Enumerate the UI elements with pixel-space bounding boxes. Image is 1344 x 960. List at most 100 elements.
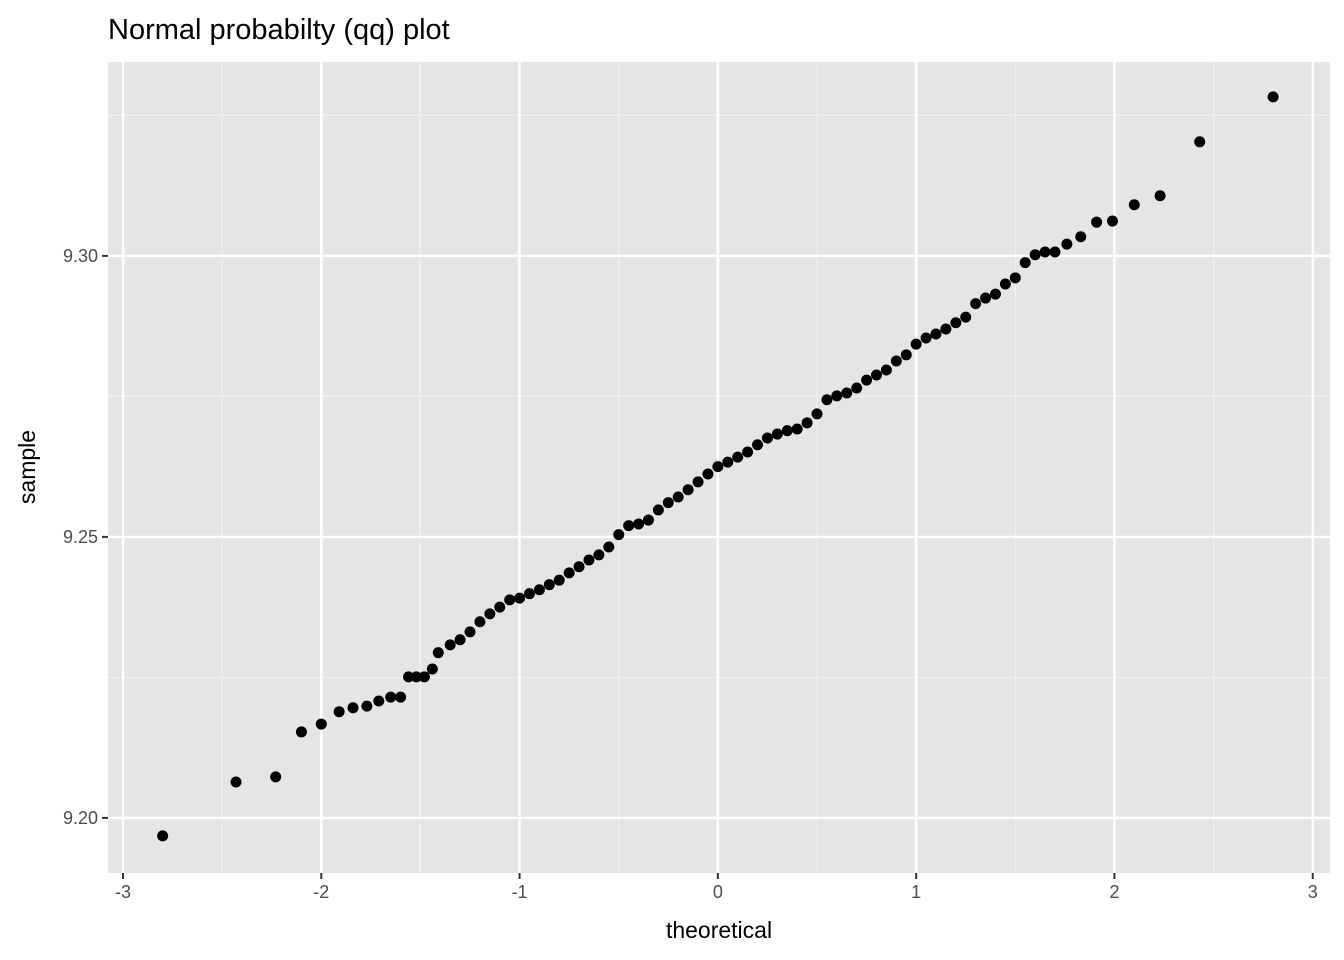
point [573, 561, 585, 573]
point [361, 700, 373, 712]
point [861, 374, 873, 386]
point [157, 830, 169, 842]
point [533, 584, 545, 596]
point [1061, 238, 1073, 250]
point [1267, 91, 1279, 103]
point [454, 634, 466, 646]
point [464, 626, 476, 638]
point [910, 338, 922, 350]
point [230, 776, 242, 788]
point [563, 567, 575, 579]
y-axis-title: sample [14, 430, 40, 504]
point [900, 349, 912, 361]
point [315, 718, 327, 730]
point [781, 425, 793, 437]
point [432, 647, 444, 659]
point [593, 549, 605, 561]
point [410, 671, 422, 683]
point [851, 382, 863, 394]
y-tick-label: 9.25 [63, 527, 98, 547]
point [811, 408, 823, 420]
point [960, 311, 972, 323]
point [1009, 272, 1021, 284]
point [989, 288, 1001, 300]
point [672, 491, 684, 503]
point [395, 691, 407, 703]
point [583, 554, 595, 566]
x-tick-label: 0 [713, 882, 723, 902]
point [761, 432, 773, 444]
point [444, 639, 456, 651]
point [771, 428, 783, 440]
point [1128, 199, 1140, 211]
x-tick-label: -2 [313, 882, 329, 902]
y-tick-label: 9.30 [63, 246, 98, 266]
point [702, 468, 714, 480]
point [880, 364, 892, 376]
point [920, 332, 932, 344]
x-tick-label: 2 [1109, 882, 1119, 902]
x-axis-title: theoretical [666, 917, 772, 943]
point [403, 671, 415, 683]
point [295, 726, 307, 738]
point [791, 423, 803, 435]
point [623, 520, 635, 532]
point [474, 616, 486, 628]
point [821, 394, 833, 406]
point [841, 387, 853, 399]
point [652, 504, 664, 516]
point [1049, 246, 1061, 258]
y-tick-label: 9.20 [63, 808, 98, 828]
point [801, 417, 813, 429]
x-tick-label: 3 [1308, 882, 1318, 902]
point [682, 484, 694, 496]
point [642, 514, 654, 526]
point [1029, 249, 1041, 261]
point [385, 691, 397, 703]
point [1106, 215, 1118, 227]
point [1154, 190, 1166, 202]
point [722, 456, 734, 468]
point [940, 323, 952, 335]
point [633, 518, 645, 530]
point [484, 608, 496, 620]
point [603, 541, 615, 553]
point [418, 671, 430, 683]
point [970, 298, 982, 310]
point [692, 476, 704, 488]
point [504, 594, 516, 606]
point [742, 446, 754, 458]
point [1194, 136, 1206, 148]
point [999, 278, 1011, 290]
point [543, 579, 555, 591]
point [426, 663, 438, 675]
point [1039, 246, 1051, 258]
x-tick-label: 1 [911, 882, 921, 902]
point [514, 592, 526, 604]
point [333, 706, 345, 718]
point [831, 390, 843, 402]
point [1075, 231, 1087, 243]
point [373, 695, 385, 707]
point [890, 355, 902, 367]
point [1019, 257, 1031, 269]
point [523, 588, 535, 600]
point [1091, 216, 1103, 228]
x-tick-label: -1 [512, 882, 528, 902]
point [347, 702, 359, 714]
point [553, 574, 565, 586]
point [980, 292, 992, 304]
point [871, 369, 883, 381]
point [494, 601, 506, 613]
chart-title: Normal probabilty (qq) plot [108, 14, 450, 46]
point [752, 439, 764, 451]
x-tick-label: -3 [115, 882, 131, 902]
point [930, 328, 942, 340]
point [662, 497, 674, 509]
point [732, 451, 744, 463]
point [613, 529, 625, 541]
point [950, 317, 962, 329]
point [270, 771, 282, 783]
